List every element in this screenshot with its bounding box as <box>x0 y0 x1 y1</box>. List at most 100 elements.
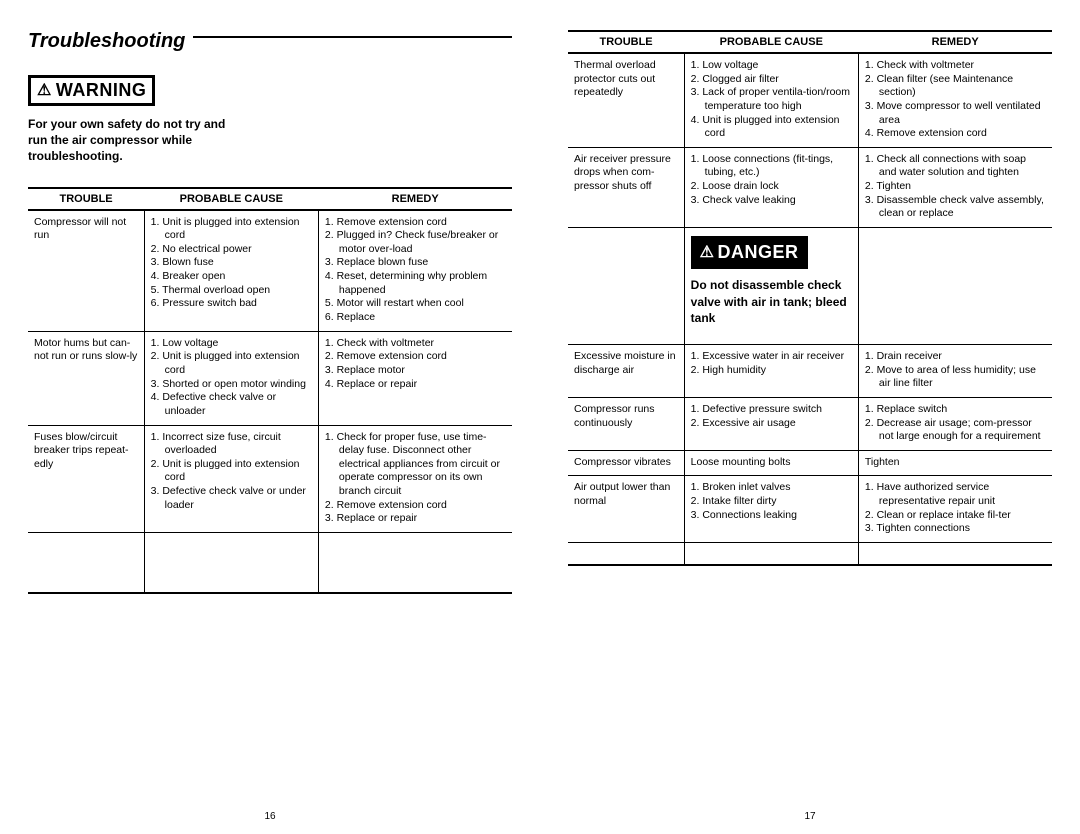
cause-cell: Loose connections (fit-tings, tubing, et… <box>684 147 858 227</box>
list-item: Remove extension cord <box>325 350 506 364</box>
list-item: Lack of proper ventila-tion/room tempera… <box>691 86 852 113</box>
section-title: Troubleshooting <box>28 30 185 53</box>
title-rule <box>193 36 512 38</box>
list-item: Check all connections with soap and wate… <box>865 153 1046 180</box>
list-item: Replace switch <box>865 403 1046 417</box>
trouble-cell: Thermal overload protector cuts out repe… <box>568 53 684 147</box>
list-item: Remove extension cord <box>865 127 1046 141</box>
warning-text: For your own safety do not try and run t… <box>28 116 238 165</box>
list-item: Unit is plugged into extension cord <box>691 114 852 141</box>
trouble-cell: Motor hums but can-not run or runs slow-… <box>28 331 144 425</box>
list-item: Have authorized service representative r… <box>865 481 1046 508</box>
list-item: Defective check valve or under loader <box>151 485 312 512</box>
list-item: Clean filter (see Maintenance section) <box>865 73 1046 100</box>
remedy-cell: Tighten <box>858 450 1052 476</box>
table-row: Excessive moisture in discharge airExces… <box>568 345 1052 398</box>
col-trouble: TROUBLE <box>28 188 144 210</box>
list-item: Replace or repair <box>325 378 506 392</box>
list-item: Check with voltmeter <box>865 59 1046 73</box>
list-item: Check valve leaking <box>691 194 852 208</box>
list-item: Broken inlet valves <box>691 481 852 495</box>
list-item: Breaker open <box>151 270 312 284</box>
list-item: Unit is plugged into extension cord <box>151 216 312 243</box>
list-item: Unit is plugged into extension cord <box>151 350 312 377</box>
list-item: Check with voltmeter <box>325 337 506 351</box>
list-item: Thermal overload open <box>151 284 312 298</box>
list-item: Move to area of less humidity; use air l… <box>865 364 1046 391</box>
list-item: Plugged in? Check fuse/breaker or motor … <box>325 229 506 256</box>
right-page: TROUBLE PROBABLE CAUSE REMEDY Thermal ov… <box>540 0 1080 834</box>
list-item: Loose drain lock <box>691 180 852 194</box>
list-item: Excessive water in air receiver <box>691 350 852 364</box>
danger-icon: ⚠ <box>700 245 715 261</box>
cause-cell: Excessive water in air receiverHigh humi… <box>684 345 858 398</box>
list-item: Excessive air usage <box>691 417 852 431</box>
list-item: Tighten <box>865 180 1046 194</box>
page-number: 17 <box>568 793 1052 822</box>
table-row: Motor hums but can-not run or runs slow-… <box>28 331 512 425</box>
cause-cell: Low voltageUnit is plugged into extensio… <box>144 331 318 425</box>
remedy-cell: Check for proper fuse, use time-delay fu… <box>318 425 512 532</box>
list-item: Low voltage <box>151 337 312 351</box>
list-item: Replace or repair <box>325 512 506 526</box>
list-item: Shorted or open motor winding <box>151 378 312 392</box>
table-row: Air receiver pressure drops when com-pre… <box>568 147 1052 227</box>
list-item: Remove extension cord <box>325 499 506 513</box>
warning-icon: ⚠ <box>37 83 52 99</box>
cause-cell: Loose mounting bolts <box>684 450 858 476</box>
remedy-cell: Check with voltmeterClean filter (see Ma… <box>858 53 1052 147</box>
list-item: Motor will restart when cool <box>325 297 506 311</box>
list-item: Clogged air filter <box>691 73 852 87</box>
danger-label: DANGER <box>718 241 799 264</box>
list-item: Replace <box>325 311 506 325</box>
remedy-cell: Have authorized service representative r… <box>858 476 1052 543</box>
list-item: Tighten connections <box>865 522 1046 536</box>
warning-label: WARNING <box>56 80 147 101</box>
list-item: Disassemble check valve assembly, clean … <box>865 194 1046 221</box>
col-cause: PROBABLE CAUSE <box>684 31 858 53</box>
table-row: Fuses blow/circuit breaker trips repeat-… <box>28 425 512 532</box>
trouble-cell: Compressor vibrates <box>568 450 684 476</box>
danger-badge: ⚠DANGER <box>691 236 808 269</box>
list-item: Reset, determining why problem happened <box>325 270 506 297</box>
list-item: No electrical power <box>151 243 312 257</box>
cause-cell: Defective pressure switchExcessive air u… <box>684 397 858 450</box>
trouble-cell: Excessive moisture in discharge air <box>568 345 684 398</box>
col-remedy: REMEDY <box>318 188 512 210</box>
remedy-cell: Drain receiverMove to area of less humid… <box>858 345 1052 398</box>
list-item: Clean or replace intake fil-ter <box>865 509 1046 523</box>
page-number: 16 <box>28 793 512 822</box>
left-page: Troubleshooting ⚠ WARNING For your own s… <box>0 0 540 834</box>
list-item: Connections leaking <box>691 509 852 523</box>
table-row: Compressor will not runUnit is plugged i… <box>28 210 512 332</box>
trouble-cell: Fuses blow/circuit breaker trips repeat-… <box>28 425 144 532</box>
col-cause: PROBABLE CAUSE <box>144 188 318 210</box>
list-item: Incorrect size fuse, circuit overloaded <box>151 431 312 458</box>
cause-cell: Low voltageClogged air filterLack of pro… <box>684 53 858 147</box>
cause-cell: Incorrect size fuse, circuit overloadedU… <box>144 425 318 532</box>
cause-cell: Broken inlet valvesIntake filter dirtyCo… <box>684 476 858 543</box>
list-item: Loose connections (fit-tings, tubing, et… <box>691 153 852 180</box>
col-remedy: REMEDY <box>858 31 1052 53</box>
remedy-cell: Remove extension cordPlugged in? Check f… <box>318 210 512 332</box>
warning-badge: ⚠ WARNING <box>28 75 155 106</box>
table-row: Compressor vibratesLoose mounting boltsT… <box>568 450 1052 476</box>
list-item: Pressure switch bad <box>151 297 312 311</box>
cause-cell: Unit is plugged into extension cordNo el… <box>144 210 318 332</box>
list-item: Defective pressure switch <box>691 403 852 417</box>
table-row: Thermal overload protector cuts out repe… <box>568 53 1052 147</box>
list-item: Check for proper fuse, use time-delay fu… <box>325 431 506 499</box>
list-item: Intake filter dirty <box>691 495 852 509</box>
title-row: Troubleshooting <box>28 30 512 59</box>
list-item: High humidity <box>691 364 852 378</box>
list-item: Low voltage <box>691 59 852 73</box>
trouble-table-right: TROUBLE PROBABLE CAUSE REMEDY Thermal ov… <box>568 30 1052 566</box>
list-item: Defective check valve or unloader <box>151 391 312 418</box>
remedy-cell: Check all connections with soap and wate… <box>858 147 1052 227</box>
list-item: Replace blown fuse <box>325 256 506 270</box>
list-item: Blown fuse <box>151 256 312 270</box>
list-item: Decrease air usage; com-pressor not larg… <box>865 417 1046 444</box>
trouble-table-left: TROUBLE PROBABLE CAUSE REMEDY Compressor… <box>28 187 512 594</box>
list-item: Replace motor <box>325 364 506 378</box>
list-item: Drain receiver <box>865 350 1046 364</box>
